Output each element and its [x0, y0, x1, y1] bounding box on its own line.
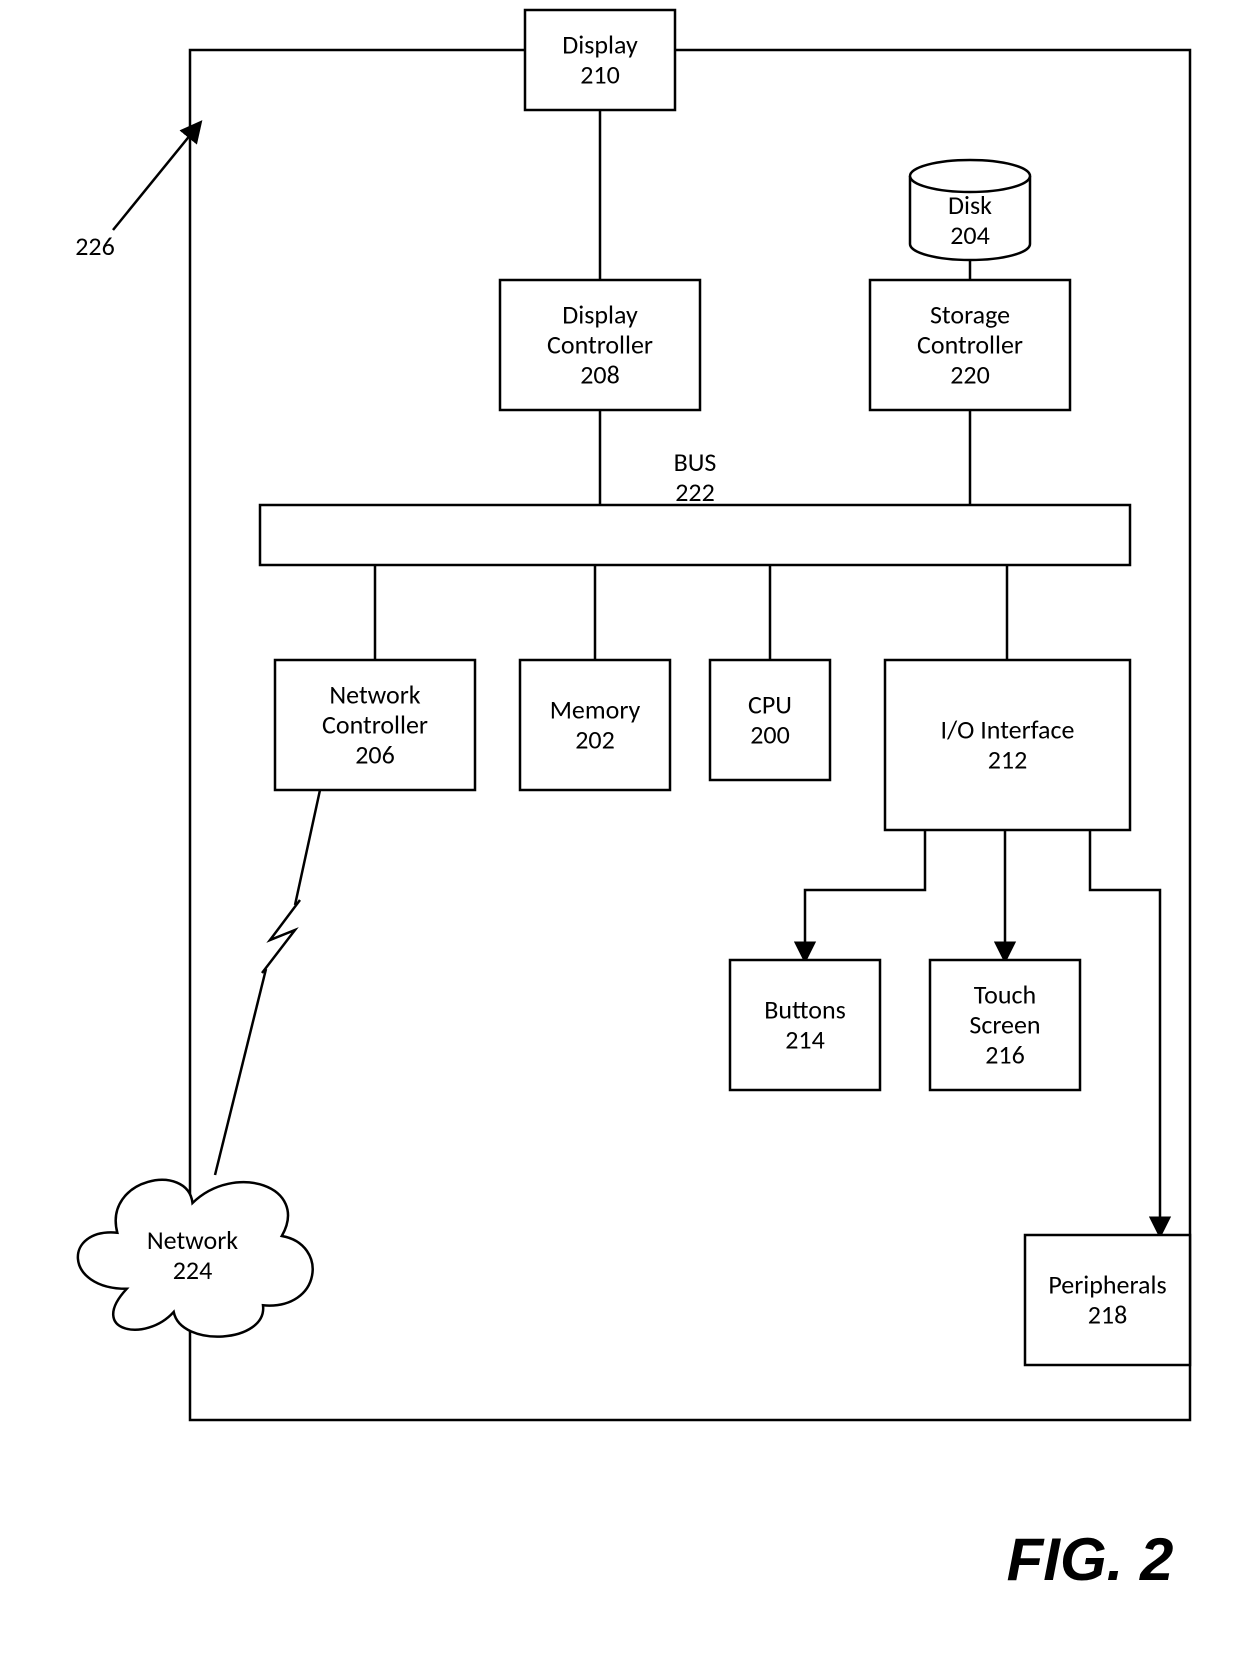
svg-text:202: 202: [575, 723, 615, 755]
svg-text:Buttons: Buttons: [764, 994, 846, 1026]
svg-text:Peripherals: Peripherals: [1048, 1269, 1166, 1301]
svg-text:CPU: CPU: [748, 689, 792, 721]
svg-text:Network: Network: [147, 1224, 238, 1256]
svg-text:BUS: BUS: [674, 446, 717, 478]
svg-text:Touch: Touch: [974, 979, 1036, 1011]
svg-text:208: 208: [580, 358, 620, 390]
svg-text:Storage: Storage: [930, 299, 1010, 331]
edge: [295, 790, 320, 905]
svg-text:204: 204: [950, 219, 990, 251]
system-ref-pointer: [113, 123, 200, 230]
svg-text:210: 210: [580, 58, 620, 90]
edge: [215, 969, 266, 1175]
svg-text:Display: Display: [562, 29, 638, 61]
svg-text:Disk: Disk: [948, 189, 992, 221]
svg-text:Network: Network: [329, 679, 420, 711]
svg-text:224: 224: [173, 1254, 213, 1286]
svg-text:206: 206: [355, 738, 395, 770]
system-block-diagram: 226Display210Disk204DisplayController208…: [0, 0, 1240, 1666]
edge-io_interface-peripherals: [1090, 830, 1160, 1235]
wireless-bolt-icon: [262, 900, 300, 973]
edge-io_interface-buttons: [805, 830, 925, 960]
svg-text:Controller: Controller: [917, 328, 1023, 360]
svg-text:I/O Interface: I/O Interface: [941, 714, 1075, 746]
svg-text:Display: Display: [562, 299, 638, 331]
system-ref-label: 226: [75, 230, 115, 262]
svg-text:218: 218: [1088, 1298, 1128, 1330]
svg-text:214: 214: [785, 1023, 825, 1055]
bus-bar: [260, 505, 1130, 565]
svg-text:222: 222: [675, 476, 715, 508]
svg-text:Screen: Screen: [969, 1008, 1040, 1040]
figure-caption: FIG. 2: [1007, 1526, 1174, 1593]
svg-text:Controller: Controller: [547, 328, 653, 360]
svg-text:216: 216: [985, 1038, 1025, 1070]
svg-text:200: 200: [750, 718, 790, 750]
svg-text:Controller: Controller: [322, 708, 428, 740]
disk-top: [910, 160, 1030, 192]
svg-text:220: 220: [950, 358, 990, 390]
svg-text:212: 212: [988, 743, 1028, 775]
svg-text:Memory: Memory: [550, 694, 641, 726]
